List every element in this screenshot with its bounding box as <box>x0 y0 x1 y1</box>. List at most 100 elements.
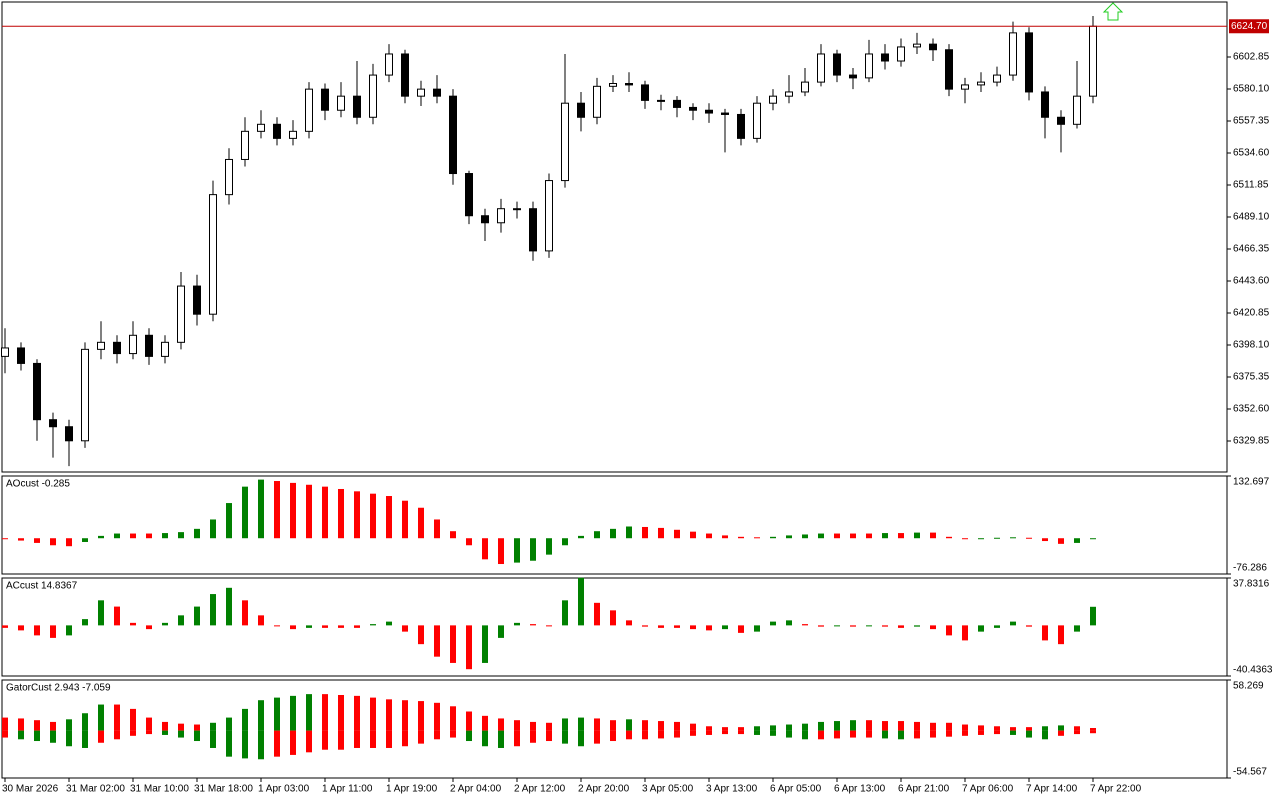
histogram-bar <box>146 625 152 630</box>
buy-arrow <box>1102 2 1124 21</box>
gator-bar <box>50 730 56 743</box>
candle-body <box>33 362 41 421</box>
y-tick-label: 6420.85 <box>1233 308 1270 319</box>
gator-bar <box>162 721 168 731</box>
gator-bar <box>242 708 248 731</box>
gator-bar <box>514 730 520 747</box>
candle-body <box>1041 91 1049 118</box>
gator-bar <box>370 697 376 731</box>
histogram-bar <box>898 625 904 628</box>
candle-body <box>145 334 153 357</box>
candle-body <box>625 83 633 86</box>
candle-body <box>945 49 953 90</box>
candle-body <box>513 208 521 211</box>
gator-bar <box>738 727 744 731</box>
histogram-bar <box>2 625 8 628</box>
histogram-bar <box>498 625 504 638</box>
y-tick-label: -40.4363 <box>1233 665 1273 676</box>
candle-body <box>817 53 825 83</box>
y-tick-label: 6489.10 <box>1233 212 1270 223</box>
histogram-bar <box>82 538 88 542</box>
x-tick-label: 1 Apr 11:00 <box>322 784 373 795</box>
candle-body <box>961 84 969 90</box>
histogram-bar <box>162 533 168 539</box>
histogram-bar <box>178 615 184 626</box>
candle-body <box>417 88 425 97</box>
candle-body <box>897 46 905 62</box>
histogram-bar <box>130 622 136 626</box>
candle-body <box>833 53 841 76</box>
x-tick-label: 7 Apr 06:00 <box>962 784 1014 795</box>
x-tick-label: 1 Apr 19:00 <box>386 784 438 795</box>
histogram-bar <box>2 538 8 540</box>
histogram-bar <box>930 625 936 630</box>
gator-bar <box>210 722 216 731</box>
histogram-bar <box>690 531 696 539</box>
gator-bar <box>386 699 392 731</box>
gator-bar <box>322 694 328 731</box>
histogram-bar <box>770 536 776 539</box>
gator-bar <box>802 723 808 731</box>
histogram-bar <box>386 621 392 626</box>
gator-bar <box>1074 730 1080 735</box>
gator-bar <box>2 717 8 731</box>
candle-body <box>849 74 857 79</box>
gator-bar <box>1058 725 1064 731</box>
histogram-bar <box>402 625 408 632</box>
candle-body <box>577 102 585 118</box>
y-tick-label: 6511.85 <box>1233 180 1269 191</box>
gator-bar <box>802 730 808 740</box>
gator-bar <box>418 701 424 731</box>
panel-frame <box>1 1 1228 473</box>
candle-body <box>593 85 601 118</box>
gator-bar <box>786 730 792 738</box>
histogram-bar <box>290 625 296 630</box>
histogram-bar <box>786 620 792 626</box>
gator-bar <box>562 730 568 744</box>
gator-bar <box>274 730 280 757</box>
candle-body <box>369 74 377 118</box>
histogram-bar <box>306 484 312 539</box>
histogram-bar <box>322 486 328 539</box>
current-price-label: 6624.70 <box>1231 21 1268 32</box>
gator-bar <box>1042 730 1048 740</box>
histogram-bar <box>850 625 856 627</box>
candle-body <box>113 341 121 355</box>
gator-bar <box>434 730 440 740</box>
histogram-bar <box>434 625 440 657</box>
indicator-label: ACcust 14.8367 <box>6 581 78 592</box>
gator-bar <box>818 730 824 740</box>
gator-bar <box>66 719 72 731</box>
gator-bar <box>978 725 984 731</box>
candle-body <box>545 180 553 252</box>
histogram-bar <box>354 625 360 628</box>
histogram-bar <box>914 625 920 627</box>
candle-body <box>177 285 185 343</box>
gator-bar <box>658 730 664 739</box>
gator-bar <box>306 730 312 753</box>
candle-body <box>673 99 681 108</box>
gator-bar <box>690 723 696 731</box>
gator-bar <box>882 721 888 731</box>
histogram-bar <box>66 538 72 547</box>
gator-bar <box>466 730 472 742</box>
gator-bar <box>434 702 440 731</box>
candle-body <box>465 173 473 217</box>
y-tick-label: 6443.60 <box>1233 276 1270 287</box>
gator-bar <box>66 730 72 747</box>
histogram-bar <box>146 533 152 539</box>
histogram-bar <box>498 538 504 565</box>
y-tick-label: 6557.35 <box>1233 116 1270 127</box>
candle-body <box>913 43 921 48</box>
gator-bar <box>226 730 232 757</box>
histogram-bar <box>514 538 520 563</box>
histogram-bar <box>1026 537 1032 539</box>
gator-bar <box>738 730 744 735</box>
gator-bar <box>770 730 776 736</box>
histogram-bar <box>274 625 280 627</box>
x-tick-label: 6 Apr 13:00 <box>834 784 886 795</box>
histogram-bar <box>514 622 520 626</box>
gator-bar <box>498 718 504 731</box>
gator-bar <box>1026 730 1032 738</box>
y-tick-label: 6329.85 <box>1233 436 1270 447</box>
